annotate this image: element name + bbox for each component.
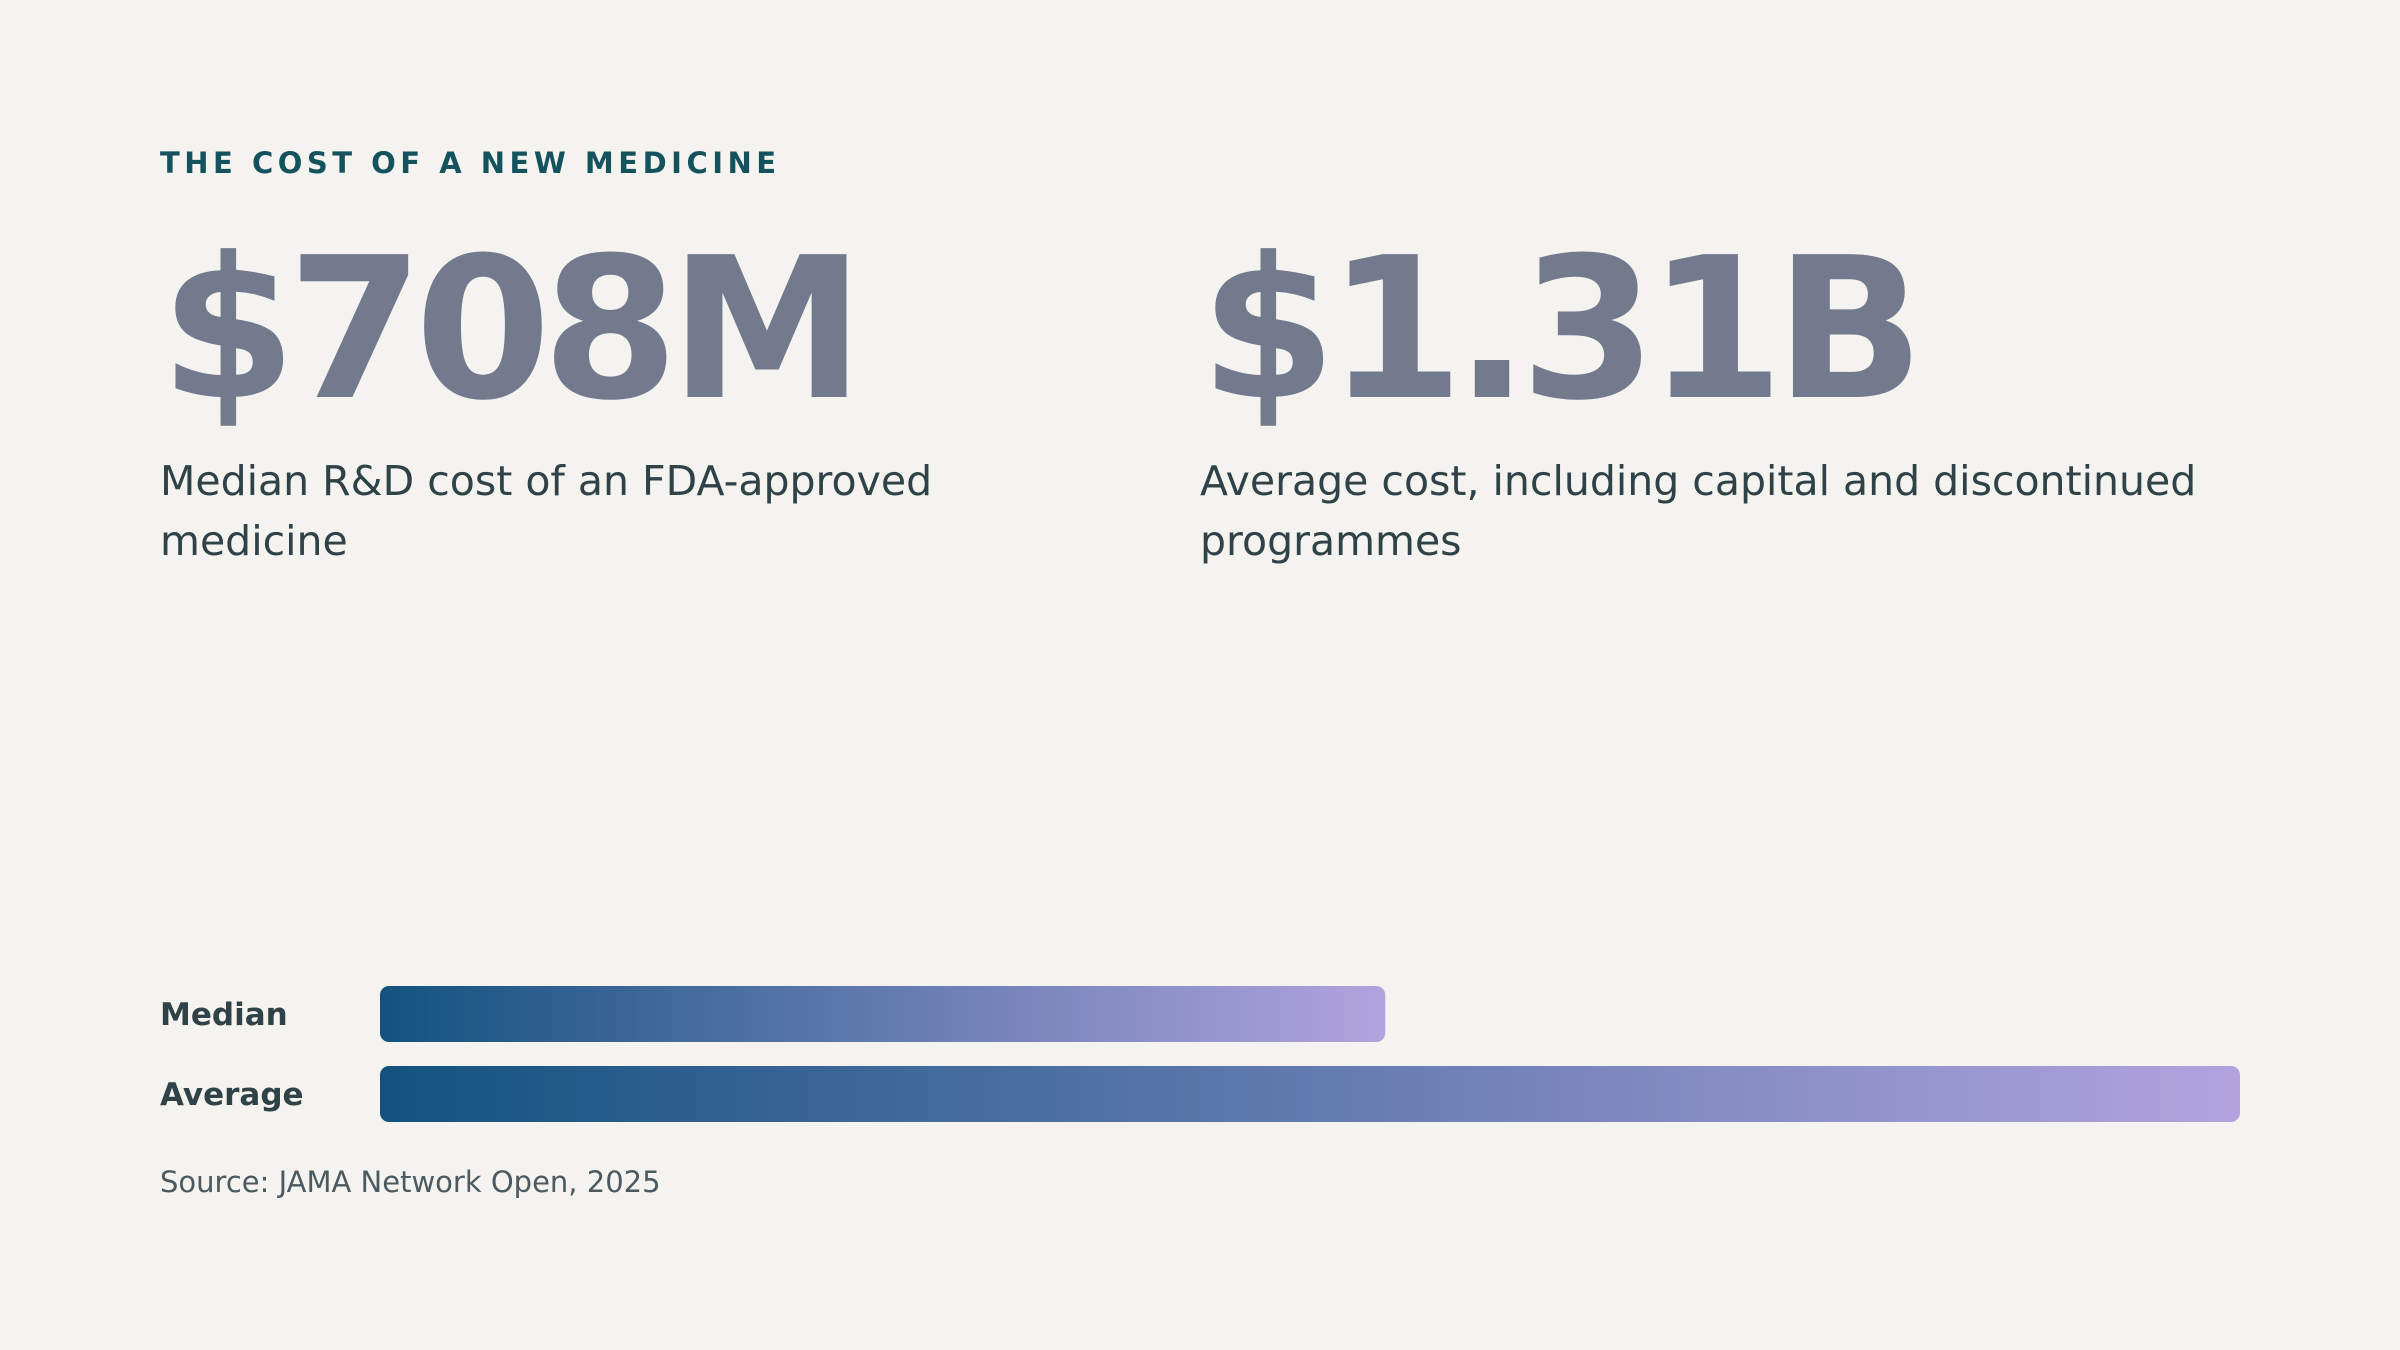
source-note: Source: JAMA Network Open, 2025 [160,1165,661,1199]
stat-average-value: $1.31B [1200,216,1924,444]
stat-median-label: Median R&D cost of an FDA-approved medic… [160,457,933,565]
stat-median: $708M Median R&D cost of an FDA-approved… [160,225,1120,571]
cost-bar-chart: Median Average [160,980,2240,1122]
kicker-title: THE COST OF A NEW MEDICINE [160,146,781,180]
stat-average-label: Average cost, including capital and disc… [1200,457,2197,565]
bar-label-average: Average [160,1077,304,1113]
bar-label-median: Median [160,997,288,1033]
bar-median [380,986,1386,1042]
bar-chart-svg: Median Average [160,986,2240,1122]
stat-median-value: $708M [160,216,865,444]
bar-average [380,1066,2240,1122]
stat-average: $1.31B Average cost, including capital a… [1200,216,2196,571]
